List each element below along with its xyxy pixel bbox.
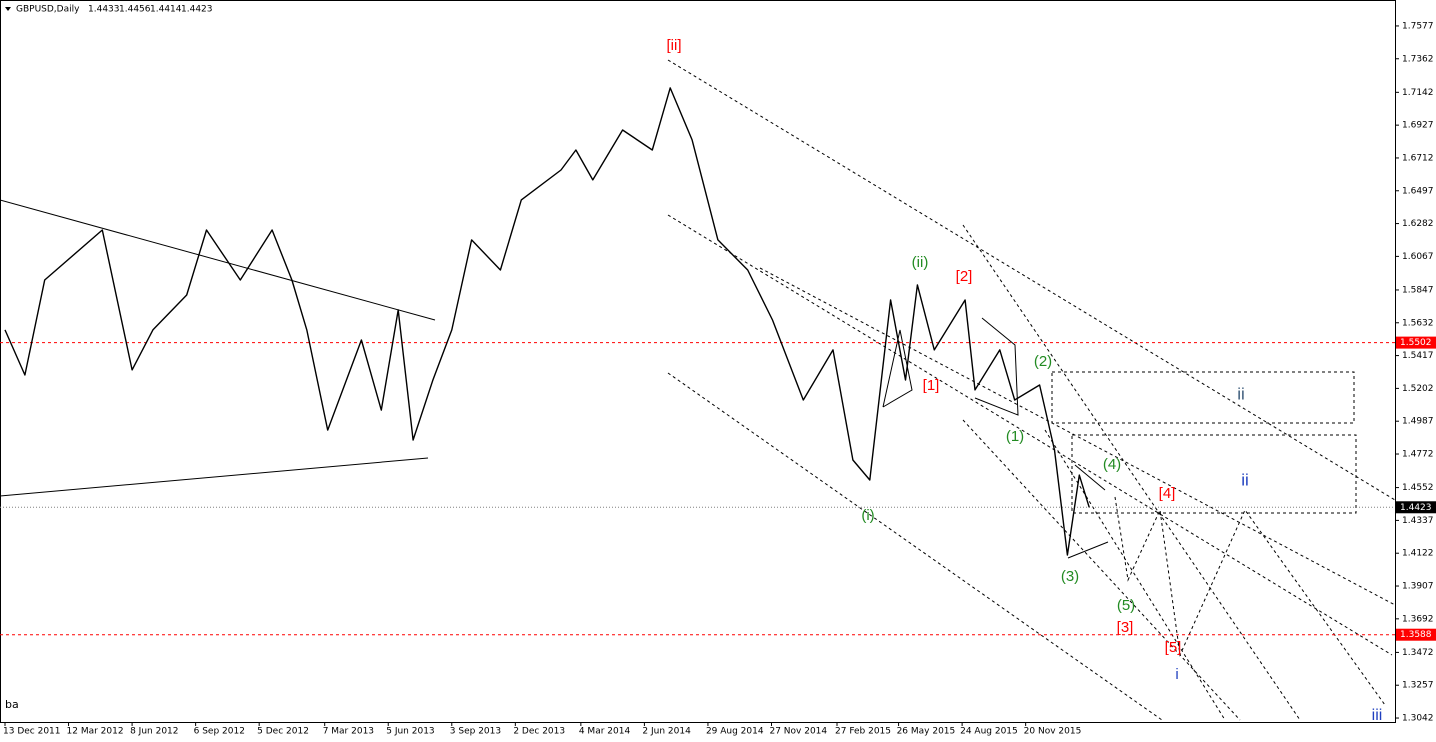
x-tick-label: 2 Jun 2014: [642, 727, 691, 737]
wave-label: (i): [861, 507, 874, 524]
y-tick-label: 1.4552: [1402, 483, 1434, 493]
wave-label: [5]: [1165, 639, 1182, 656]
wave-label: (3): [1061, 568, 1079, 585]
wave-label: [4]: [1159, 485, 1176, 502]
price-level-box: [1396, 336, 1436, 349]
wave-label: iii: [1372, 707, 1383, 724]
wave-label: (2): [1034, 353, 1052, 370]
x-tick-label: 29 Aug 2014: [706, 727, 764, 737]
price-level-box: [1396, 501, 1436, 514]
y-tick-label: 1.7142: [1402, 88, 1434, 98]
y-tick-label: 1.4122: [1402, 549, 1434, 559]
wave-label: (5): [1117, 597, 1135, 614]
wave-label: ii: [1241, 470, 1249, 489]
ohlc-value: 1.4414: [150, 5, 182, 15]
x-tick-label: 7 Mar 2013: [323, 727, 374, 737]
y-tick-label: 1.6067: [1402, 252, 1434, 262]
wave-label: (1): [1006, 428, 1024, 445]
x-tick-label: 26 May 2015: [897, 727, 956, 737]
chart-title: GBPUSD,Daily: [16, 5, 80, 15]
y-tick-label: 1.3692: [1402, 614, 1434, 624]
price-line: [4, 87, 1090, 556]
price-level-box: [1396, 628, 1436, 641]
y-tick-label: 1.5202: [1402, 384, 1434, 394]
y-tick-label: 1.5632: [1402, 318, 1434, 328]
wave-label: [2]: [956, 268, 973, 285]
trend-lines: [0, 59, 1396, 721]
ohlc-value: 1.4423: [181, 5, 213, 15]
x-tick-label: 5 Dec 2012: [257, 727, 309, 737]
x-tick-label: 12 Mar 2012: [67, 727, 124, 737]
x-tick-label: 3 Sep 2013: [450, 727, 501, 737]
price-level-label: 1.4423: [1400, 503, 1432, 513]
plot-frame: [0, 0, 1396, 723]
y-tick-label: 1.6712: [1402, 153, 1434, 163]
y-tick-label: 1.4772: [1402, 450, 1434, 460]
x-tick-label: 27 Nov 2014: [769, 727, 827, 737]
wave-label: ii: [1237, 384, 1245, 403]
x-tick-label: 5 Jun 2013: [386, 727, 434, 737]
wave-label: [1]: [923, 377, 940, 394]
ohlc-value: 1.4433: [88, 5, 120, 15]
price-level-label: 1.5502: [1400, 338, 1432, 348]
wave-label: i: [1175, 666, 1178, 683]
wave-label: (4): [1103, 456, 1121, 473]
x-tick-label: 13 Dec 2011: [3, 727, 61, 737]
wave-label: (ii): [912, 254, 929, 271]
y-tick-label: 1.5847: [1402, 285, 1434, 295]
y-tick-label: 1.6282: [1402, 219, 1434, 229]
y-tick-label: 1.7362: [1402, 54, 1434, 64]
y-tick-label: 1.6927: [1402, 121, 1434, 131]
y-tick-label: 1.3257: [1402, 681, 1434, 691]
y-tick-label: 1.3907: [1402, 582, 1434, 592]
x-tick-label: 27 Feb 2015: [835, 727, 891, 737]
wave-label: [ii]: [667, 37, 682, 54]
y-tick-label: 1.4987: [1402, 417, 1434, 427]
wave-label: [3]: [1117, 619, 1134, 636]
x-tick-label: 20 Nov 2015: [1024, 727, 1082, 737]
price-level-label: 1.3588: [1400, 630, 1432, 640]
x-tick-label: 6 Sep 2012: [194, 727, 245, 737]
x-tick-label: 4 Mar 2014: [579, 727, 631, 737]
y-tick-label: 1.4337: [1402, 516, 1434, 526]
footnote: ba: [5, 698, 19, 711]
ohlc-value: 1.4456: [119, 5, 151, 15]
y-tick-label: 1.6497: [1402, 186, 1434, 196]
y-tick-label: 1.3472: [1402, 648, 1434, 658]
x-tick-label: 8 Jun 2012: [130, 727, 178, 737]
x-tick-label: 24 Aug 2015: [960, 727, 1018, 737]
y-tick-label: 1.5417: [1402, 351, 1434, 361]
menu-arrow: [5, 7, 11, 11]
x-tick-label: 2 Dec 2013: [513, 727, 565, 737]
y-tick-label: 1.3042: [1402, 714, 1434, 724]
y-tick-label: 1.7577: [1402, 21, 1434, 31]
